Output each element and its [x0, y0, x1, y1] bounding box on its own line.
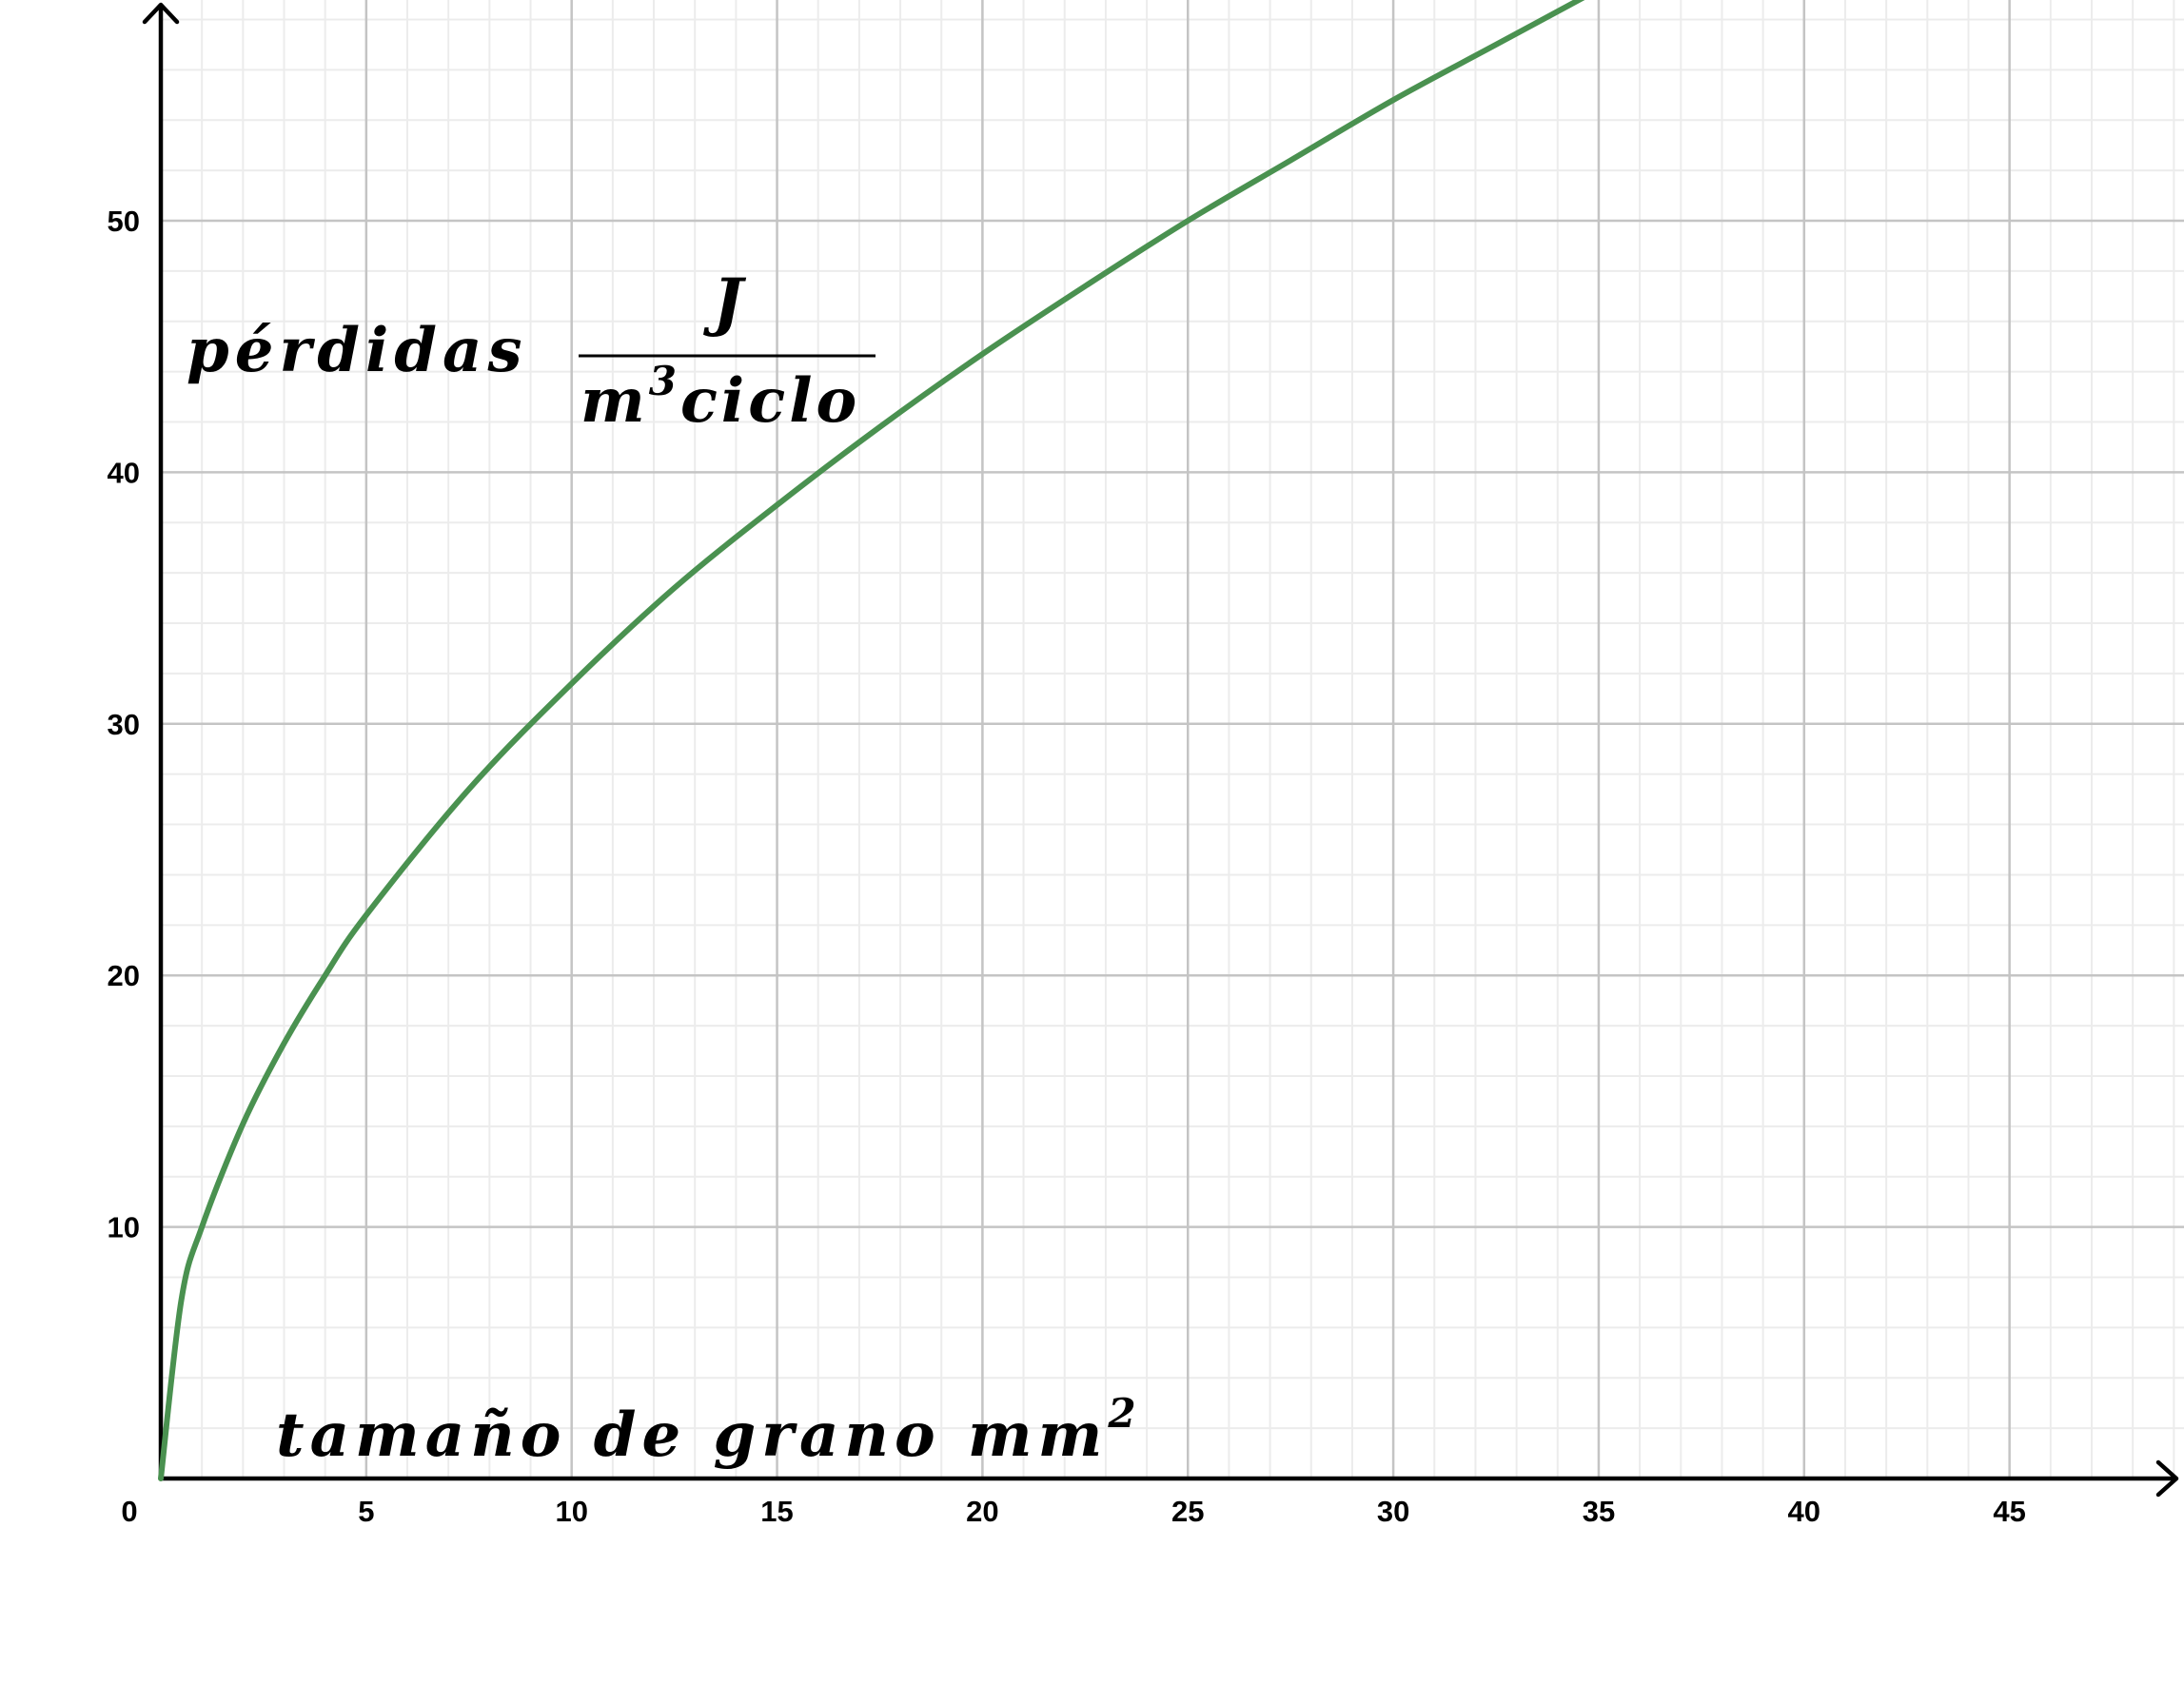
y-axis-label-numerator: J: [702, 264, 746, 339]
series-layer: [158, 0, 1585, 1481]
y-axis-label-denominator: m3ciclo: [580, 358, 860, 437]
x-tick-label: 15: [760, 1495, 793, 1528]
y-tick-label: 50: [108, 205, 140, 238]
x-tick-label: 5: [358, 1495, 374, 1528]
x-tick-label: 20: [966, 1495, 998, 1528]
x-axis-label: tamaño de grano mm2: [276, 1390, 1142, 1471]
series-line: [158, 0, 1585, 1481]
y-tick-label: 40: [108, 456, 140, 489]
y-tick-label: 20: [108, 959, 140, 992]
y-tick-label: 30: [108, 708, 140, 741]
denominator-rest: ciclo: [680, 365, 860, 437]
tick-label-origin: 0: [121, 1495, 137, 1528]
x-tick-label: 40: [1788, 1495, 1820, 1528]
denominator-base: m: [580, 365, 649, 437]
x-tick-label: 10: [555, 1495, 587, 1528]
major-grid: [161, 0, 2184, 1479]
x-tick-label: 35: [1583, 1495, 1615, 1528]
tick-labels: 0 5 10 15 20 25 30 35 40 45 10 20 30 40 50: [108, 205, 2026, 1528]
x-axis-arrow: [2155, 1459, 2179, 1498]
x-axis-label-superscript: 2: [1107, 1390, 1141, 1437]
x-tick-label: 45: [1993, 1495, 2025, 1528]
x-tick-label: 30: [1377, 1495, 1409, 1528]
axes: [142, 2, 2179, 1498]
x-tick-label: 25: [1171, 1495, 1204, 1528]
denominator-superscript: 3: [649, 358, 680, 404]
y-axis-label-text: pérdidas: [187, 315, 528, 386]
y-axis-arrow: [142, 2, 180, 25]
y-tick-label: 10: [108, 1211, 140, 1244]
x-axis-label-text: tamaño de grano mm2: [276, 1390, 1142, 1471]
y-axis-label: pérdidas J m3ciclo: [187, 264, 876, 437]
x-axis-label-main: tamaño de grano mm: [276, 1400, 1108, 1471]
minor-grid: [161, 0, 2184, 1479]
